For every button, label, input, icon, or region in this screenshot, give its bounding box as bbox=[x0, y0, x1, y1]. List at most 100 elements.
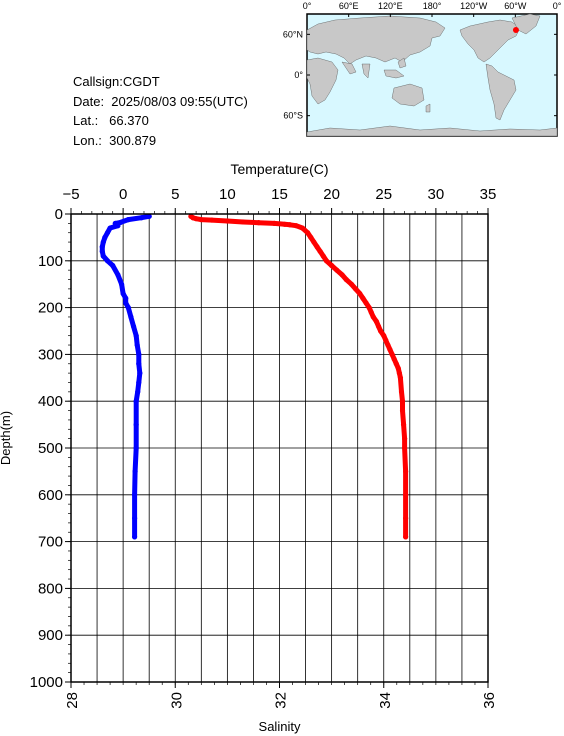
depth-tick-label: 500 bbox=[38, 440, 63, 457]
depth-tick-label: 600 bbox=[38, 487, 63, 504]
temperature-data-point bbox=[323, 258, 330, 264]
temperature-data-point bbox=[403, 468, 409, 474]
temperature-data-point bbox=[373, 319, 380, 325]
salinity-data-point bbox=[138, 215, 144, 221]
temperature-data-point bbox=[399, 398, 406, 404]
map-lat-label: 0° bbox=[294, 70, 303, 80]
map-landmass bbox=[459, 19, 521, 63]
salinity-data-point bbox=[115, 223, 121, 229]
temperature-data-point bbox=[366, 305, 372, 311]
salinity-data-point bbox=[125, 217, 131, 223]
temperature-data-point bbox=[402, 436, 408, 442]
temperature-data-point bbox=[287, 222, 293, 228]
map-landmass bbox=[383, 69, 405, 79]
station-marker bbox=[512, 27, 519, 34]
depth-tick-label: 100 bbox=[38, 253, 63, 270]
map-landmass bbox=[397, 57, 407, 69]
temperature-data-point bbox=[240, 219, 246, 225]
salinity-data-point bbox=[131, 534, 138, 540]
temperature-data-point bbox=[402, 445, 408, 451]
map-lon-label: 0° bbox=[303, 1, 312, 11]
salinity-data-point bbox=[133, 398, 139, 404]
callsign-label: Callsign:CGDT bbox=[73, 74, 160, 89]
temperature-tick-label: 35 bbox=[480, 186, 497, 203]
salinity-data-point bbox=[132, 468, 138, 474]
temperature-data-point bbox=[329, 262, 335, 269]
temperature-data-point bbox=[381, 333, 387, 339]
temperature-data-point bbox=[389, 351, 395, 357]
temperature-data-point bbox=[395, 365, 401, 372]
depth-tick-label: 1000 bbox=[30, 674, 63, 691]
temperature-data-point bbox=[397, 375, 404, 381]
temperature-data-point bbox=[334, 267, 340, 273]
map-lat-label: 60°N bbox=[283, 29, 303, 39]
map-landmass bbox=[391, 83, 425, 107]
temperature-data-point bbox=[224, 218, 230, 224]
temperature-data-point bbox=[375, 323, 382, 329]
salinity-data-point bbox=[133, 422, 139, 428]
temperature-data-point bbox=[299, 225, 306, 231]
longitude-label: Lon.: 300.879 bbox=[73, 132, 157, 148]
temperature-data-point bbox=[353, 286, 359, 292]
chart-series bbox=[99, 213, 409, 540]
temperature-tick-label: 20 bbox=[323, 186, 340, 203]
temperature-tick-label: 15 bbox=[271, 186, 288, 203]
temperature-data-point bbox=[403, 515, 409, 521]
salinity-data-point bbox=[133, 445, 139, 451]
salinity-data-point bbox=[99, 244, 105, 250]
salinity-data-point bbox=[146, 213, 152, 219]
temperature-tick-label: 25 bbox=[375, 186, 392, 203]
temperature-tick-label: 0 bbox=[119, 186, 127, 203]
temperature-tick-label: 5 bbox=[171, 186, 179, 203]
salinity-data-point bbox=[131, 492, 138, 498]
temperature-data-point bbox=[293, 223, 299, 229]
map-labels: 0° 60°E 120°E 180° 120°W 60°W 0° 60°N 0° 60°S bbox=[283, 1, 562, 121]
chart-grid bbox=[71, 214, 488, 682]
map-lon-label: 60°W bbox=[504, 1, 527, 11]
temperature-data-point bbox=[209, 217, 215, 223]
depth-tick-label: 400 bbox=[38, 393, 63, 410]
date-label: Date: 2025/08/03 09:55(UTC) bbox=[73, 93, 248, 109]
salinity-tick-label: 32 bbox=[273, 692, 290, 709]
temperature-data-point bbox=[314, 244, 320, 250]
temperature-data-point bbox=[393, 361, 399, 367]
salinity-data-point bbox=[110, 262, 116, 269]
temperature-data-point bbox=[399, 407, 406, 414]
salinity-data-point bbox=[123, 300, 129, 306]
latitude-label: Lat.: 66.370 bbox=[73, 113, 149, 128]
map-lon-label: 180° bbox=[423, 1, 442, 11]
temperature-data-point bbox=[348, 281, 355, 287]
salinity-data-point bbox=[100, 239, 106, 245]
station-info: Callsign:CGDT Date: 2025/08/03 09:55(UTC… bbox=[73, 72, 248, 150]
temperature-axis-label: Temperature(C) bbox=[230, 161, 328, 177]
map-landmass bbox=[425, 103, 431, 113]
temperature-data-point bbox=[370, 314, 376, 320]
salinity-tick-label: 28 bbox=[64, 692, 81, 709]
depth-tick-label: 300 bbox=[38, 346, 63, 363]
salinity-data-point bbox=[120, 290, 126, 297]
salinity-tick-label: 34 bbox=[377, 692, 394, 709]
temperature-data-point bbox=[385, 342, 391, 348]
map-landmass bbox=[361, 63, 371, 79]
salinity-data-point bbox=[102, 234, 108, 240]
temperature-data-point bbox=[368, 309, 374, 315]
map-lon-label: 120°E bbox=[378, 1, 403, 11]
depth-tick-label: 900 bbox=[38, 627, 63, 644]
salinity-data-point bbox=[135, 389, 141, 395]
map-lon-label: 0° bbox=[553, 1, 562, 11]
temperature-data-point bbox=[317, 248, 323, 255]
temperature-data-point bbox=[403, 492, 409, 498]
temperature-data-point bbox=[282, 221, 288, 227]
map-lat-label: 60°S bbox=[283, 111, 303, 121]
salinity-data-point bbox=[118, 281, 125, 287]
salinity-data-point bbox=[104, 230, 111, 236]
temperature-data-point bbox=[360, 295, 366, 301]
salinity-profile-line bbox=[99, 213, 152, 540]
temperature-data-point bbox=[305, 230, 311, 236]
map-lon-label: 120°W bbox=[460, 1, 488, 11]
chart-ticks: −5 0 5 10 15 20 25 30 35 28 30 32 34 36 0 100 200 300 400 5… bbox=[30, 186, 498, 709]
salinity-data-point bbox=[136, 379, 142, 386]
salinity-data-point bbox=[128, 314, 134, 320]
depth-axis-label: Depth(m) bbox=[0, 411, 13, 465]
